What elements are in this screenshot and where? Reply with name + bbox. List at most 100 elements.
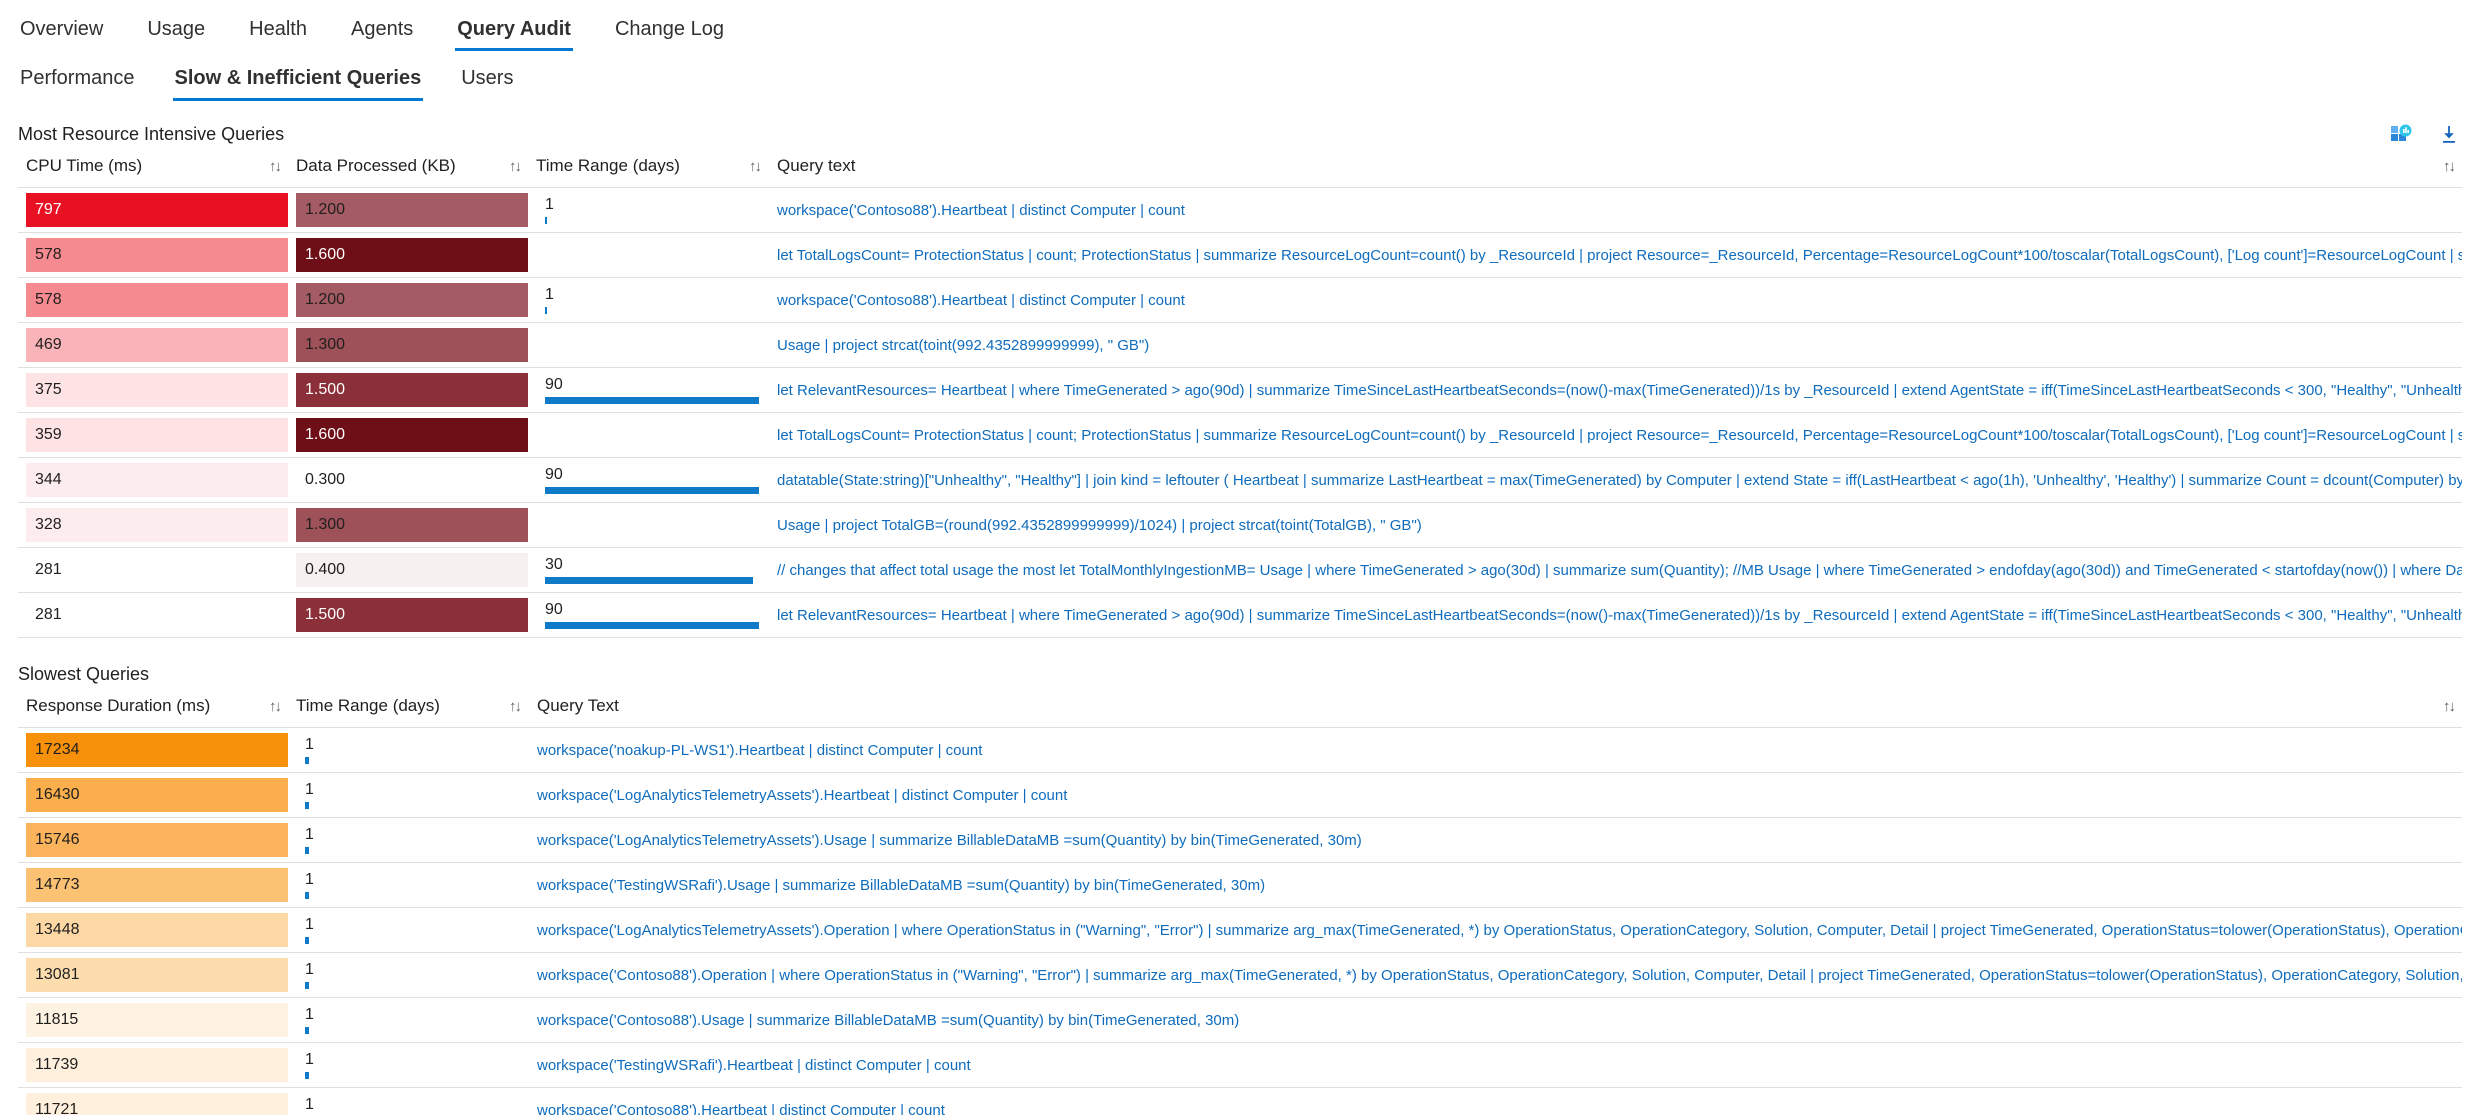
table-row[interactable]: 359 1.600 let TotalLogsCount= ProtectionSt…: [18, 412, 2462, 458]
query-text-link[interactable]: let TotalLogsCount= ProtectionStatus | c…: [777, 246, 2462, 264]
table-row[interactable]: 281 0.400 30 // changes that affect total u…: [18, 547, 2462, 593]
query-text-link[interactable]: workspace('LogAnalyticsTelemetryAssets')…: [537, 831, 1362, 849]
query-text-cell: let TotalLogsCount= ProtectionStatus | c…: [768, 412, 2462, 458]
data-processed-heatbar: 1.200: [296, 193, 528, 227]
response-duration-cell: 17234: [18, 727, 288, 773]
time-range-cell: 90: [528, 367, 768, 413]
table-row[interactable]: 375 1.500 90 let RelevantResources= Heartbe…: [18, 367, 2462, 413]
time-range-value: [545, 516, 759, 534]
cpu-time-cell: 375: [18, 367, 288, 413]
sort-toggle-time-range-2[interactable]: ↑↓: [509, 697, 522, 715]
data-processed-cell: 1.600: [288, 232, 528, 278]
table-header: CPU Time (ms) ↑↓ Data Processed (KB) ↑↓ …: [18, 156, 2462, 188]
table-row[interactable]: 17234 1 workspace('noakup-PL-WS1').Heartbe…: [18, 727, 2462, 773]
column-header-time-range-2-label: Time Range (days): [296, 696, 440, 715]
query-text-link[interactable]: workspace('TestingWSRafi').Usage | summa…: [537, 876, 1266, 894]
query-text-cell: Usage | project strcat(toint(992.4352899…: [768, 322, 2462, 368]
time-range-wrapper: 1: [296, 774, 528, 816]
tab-overview[interactable]: Overview: [18, 14, 105, 51]
query-text-link[interactable]: datatable(State:string)["Unhealthy", "He…: [777, 471, 2462, 489]
data-processed-heatbar: 1.600: [296, 238, 528, 272]
table-row[interactable]: 16430 1 workspace('LogAnalyticsTelemetryAs…: [18, 772, 2462, 818]
query-text-link[interactable]: Usage | project TotalGB=(round(992.43528…: [777, 516, 1422, 534]
table-row[interactable]: 578 1.200 1 workspace('Contoso88').Heartbea…: [18, 277, 2462, 323]
subtab-performance[interactable]: Performance: [18, 63, 137, 101]
cpu-time-value: 578: [35, 246, 62, 263]
cpu-time-cell: 359: [18, 412, 288, 458]
sort-toggle-response-duration[interactable]: ↑↓: [269, 697, 282, 715]
time-range-wrapper: 1: [296, 1044, 528, 1086]
time-range-bar: [305, 802, 310, 809]
table-row[interactable]: 578 1.600 let TotalLogsCount= ProtectionSt…: [18, 232, 2462, 278]
time-range-bar: [305, 937, 310, 944]
time-range-bar: [545, 577, 753, 584]
data-processed-value: 1.300: [305, 516, 346, 533]
table-row[interactable]: 469 1.300 Usage | project strcat(toint(992…: [18, 322, 2462, 368]
data-processed-cell: 0.300: [288, 457, 528, 503]
data-processed-cell: 1.600: [288, 412, 528, 458]
time-range-bar: [545, 307, 548, 314]
query-text-link[interactable]: workspace('noakup-PL-WS1').Heartbeat | d…: [537, 741, 983, 759]
response-duration-value: 14773: [35, 876, 80, 893]
query-text-cell: workspace('TestingWSRafi').Heartbeat | d…: [528, 1042, 2462, 1088]
table-row[interactable]: 14773 1 workspace('TestingWSRafi').Usage |…: [18, 862, 2462, 908]
sort-toggle-cpu-time[interactable]: ↑↓: [269, 157, 282, 175]
time-range-wrapper: 30: [536, 549, 768, 591]
download-icon[interactable]: [2438, 124, 2460, 146]
data-processed-cell: 1.300: [288, 322, 528, 368]
table-row[interactable]: 328 1.300 Usage | project TotalGB=(round(9…: [18, 502, 2462, 548]
table-row[interactable]: 13081 1 workspace('Contoso88').Operation |…: [18, 952, 2462, 998]
time-range-wrapper: [536, 324, 768, 366]
tab-usage[interactable]: Usage: [145, 14, 207, 51]
query-text-link[interactable]: workspace('TestingWSRafi').Heartbeat | d…: [537, 1056, 971, 1074]
query-text-link[interactable]: Usage | project strcat(toint(992.4352899…: [777, 336, 1150, 354]
time-range-value: 1: [545, 286, 554, 303]
time-range-bar: [305, 757, 310, 764]
cpu-time-heatbar: 578: [26, 238, 288, 272]
table-row[interactable]: 281 1.500 90 let RelevantResources= Heartbe…: [18, 592, 2462, 638]
subtab-users[interactable]: Users: [459, 63, 515, 101]
query-text-cell: workspace('LogAnalyticsTelemetryAssets')…: [528, 772, 2462, 818]
column-header-time-range: Time Range (days) ↑↓: [528, 156, 768, 188]
sort-toggle-query-text[interactable]: ↑↓: [2443, 157, 2456, 175]
table-row[interactable]: 11739 1 workspace('TestingWSRafi').Heartbe…: [18, 1042, 2462, 1088]
time-range-bar: [545, 622, 759, 629]
table-row[interactable]: 11721 1 workspace('Contoso88').Heartbeat |…: [18, 1087, 2462, 1115]
query-text-link[interactable]: let RelevantResources= Heartbeat | where…: [777, 381, 2462, 399]
query-text-link[interactable]: workspace('LogAnalyticsTelemetryAssets')…: [537, 786, 1068, 804]
tab-change-log[interactable]: Change Log: [613, 14, 726, 51]
query-text-link[interactable]: // changes that affect total usage the m…: [777, 561, 2462, 579]
tab-health[interactable]: Health: [247, 14, 309, 51]
cpu-time-cell: 578: [18, 232, 288, 278]
table-row[interactable]: 344 0.300 90 datatable(State:string)["Unhea…: [18, 457, 2462, 503]
column-header-time-range-2: Time Range (days) ↑↓: [288, 696, 528, 728]
table-row[interactable]: 11815 1 workspace('Contoso88').Usage | sum…: [18, 997, 2462, 1043]
cpu-time-value: 281: [35, 561, 62, 578]
query-text-link[interactable]: workspace('LogAnalyticsTelemetryAssets')…: [537, 921, 2462, 939]
time-range-value: 1: [305, 736, 314, 753]
sort-toggle-query-text-2[interactable]: ↑↓: [2443, 697, 2456, 715]
sort-toggle-data-processed[interactable]: ↑↓: [509, 157, 522, 175]
query-text-link[interactable]: workspace('Contoso88').Operation | where…: [537, 966, 2462, 984]
query-text-link[interactable]: workspace('Contoso88').Usage | summarize…: [537, 1011, 1240, 1029]
query-text-link[interactable]: let RelevantResources= Heartbeat | where…: [777, 606, 2462, 624]
time-range-bar: [545, 487, 759, 494]
table-row[interactable]: 15746 1 workspace('LogAnalyticsTelemetryAs…: [18, 817, 2462, 863]
tab-query-audit[interactable]: Query Audit: [455, 14, 573, 51]
query-text-link[interactable]: workspace('Contoso88').Heartbeat | disti…: [537, 1101, 945, 1115]
query-text-link[interactable]: workspace('Contoso88').Heartbeat | disti…: [777, 291, 1185, 309]
pin-chart-icon[interactable]: [2390, 124, 2412, 146]
subtab-slow-inefficient-queries[interactable]: Slow & Inefficient Queries: [172, 63, 424, 101]
time-range-cell: 1: [288, 952, 528, 998]
data-processed-heatbar: 1.300: [296, 508, 528, 542]
tab-agents[interactable]: Agents: [349, 14, 415, 51]
time-range-wrapper: 1: [536, 189, 768, 231]
table-row[interactable]: 13448 1 workspace('LogAnalyticsTelemetryAs…: [18, 907, 2462, 953]
query-text-link[interactable]: let TotalLogsCount= ProtectionStatus | c…: [777, 426, 2462, 444]
table-row[interactable]: 797 1.200 1 workspace('Contoso88').Heartbea…: [18, 187, 2462, 233]
response-duration-value: 11815: [35, 1011, 79, 1028]
response-duration-cell: 16430: [18, 772, 288, 818]
query-text-link[interactable]: workspace('Contoso88').Heartbeat | disti…: [777, 201, 1185, 219]
sort-toggle-time-range[interactable]: ↑↓: [749, 157, 762, 175]
section-title-resource-intensive: Most Resource Intensive Queries: [18, 124, 285, 144]
